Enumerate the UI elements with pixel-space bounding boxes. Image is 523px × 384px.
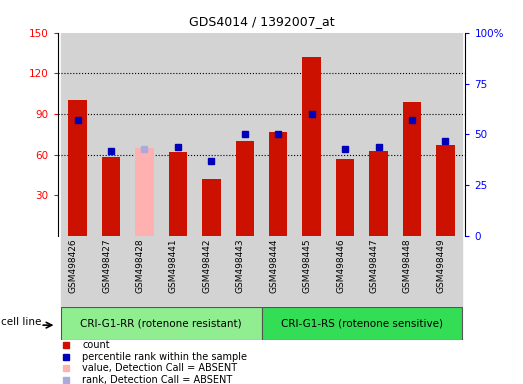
Bar <box>429 236 462 307</box>
Text: value, Detection Call = ABSENT: value, Detection Call = ABSENT <box>82 363 237 373</box>
Bar <box>161 33 195 236</box>
Bar <box>161 236 195 307</box>
Text: GSM498446: GSM498446 <box>336 238 345 293</box>
Bar <box>94 236 128 307</box>
Bar <box>262 236 295 307</box>
Text: CRI-G1-RR (rotenone resistant): CRI-G1-RR (rotenone resistant) <box>81 318 242 329</box>
Bar <box>269 132 288 236</box>
Bar <box>169 152 187 236</box>
Bar <box>235 141 254 236</box>
Text: cell line: cell line <box>1 317 41 327</box>
Bar <box>395 33 429 236</box>
Bar <box>202 179 221 236</box>
Text: GSM498447: GSM498447 <box>370 238 379 293</box>
Text: GSM498445: GSM498445 <box>303 238 312 293</box>
Bar <box>436 145 454 236</box>
Text: GSM498442: GSM498442 <box>202 238 211 293</box>
Text: GSM498448: GSM498448 <box>403 238 412 293</box>
Bar <box>61 307 262 340</box>
Bar <box>195 236 228 307</box>
Text: percentile rank within the sample: percentile rank within the sample <box>82 352 247 362</box>
Bar <box>128 236 161 307</box>
Bar <box>228 236 262 307</box>
Text: GSM498426: GSM498426 <box>69 238 77 293</box>
Bar <box>135 148 154 236</box>
Bar <box>336 159 354 236</box>
Bar <box>295 33 328 236</box>
Bar <box>328 236 362 307</box>
Bar <box>102 157 120 236</box>
Text: rank, Detection Call = ABSENT: rank, Detection Call = ABSENT <box>82 374 232 384</box>
Text: GSM498444: GSM498444 <box>269 238 278 293</box>
Bar <box>128 33 161 236</box>
Text: GSM498441: GSM498441 <box>169 238 178 293</box>
Text: GSM498443: GSM498443 <box>236 238 245 293</box>
Text: GSM498428: GSM498428 <box>135 238 144 293</box>
Bar <box>228 33 262 236</box>
Bar <box>369 151 388 236</box>
Bar <box>61 236 94 307</box>
Bar <box>362 33 395 236</box>
Bar <box>429 33 462 236</box>
Text: GDS4014 / 1392007_at: GDS4014 / 1392007_at <box>189 15 334 28</box>
Bar <box>61 33 94 236</box>
Bar <box>403 102 421 236</box>
Bar <box>295 236 328 307</box>
Bar <box>302 57 321 236</box>
Text: GSM498427: GSM498427 <box>102 238 111 293</box>
Text: CRI-G1-RS (rotenone sensitive): CRI-G1-RS (rotenone sensitive) <box>281 318 443 329</box>
Bar <box>262 307 462 340</box>
Bar <box>362 236 395 307</box>
Bar <box>395 236 429 307</box>
Text: count: count <box>82 340 110 350</box>
Bar <box>69 101 87 236</box>
Bar <box>195 33 228 236</box>
Bar <box>262 33 295 236</box>
Text: GSM498449: GSM498449 <box>436 238 446 293</box>
Bar <box>328 33 362 236</box>
Bar <box>94 33 128 236</box>
